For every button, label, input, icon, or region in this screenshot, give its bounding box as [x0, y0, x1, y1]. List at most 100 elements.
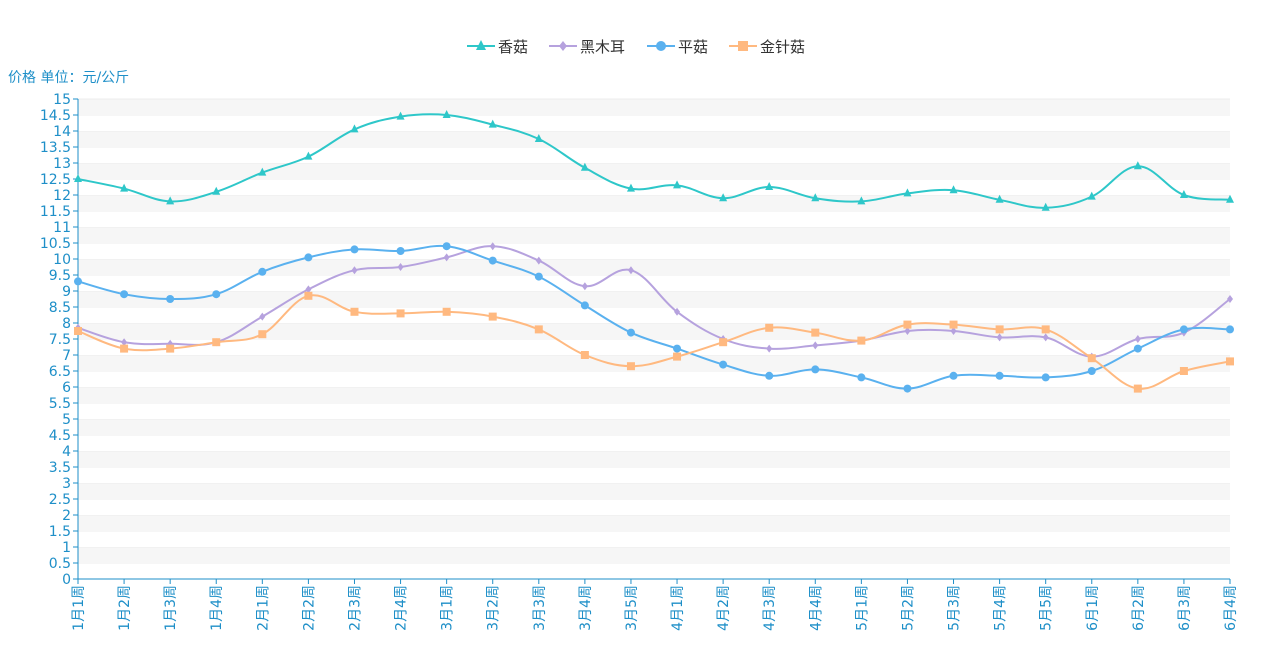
data-point[interactable]: [488, 119, 497, 128]
legend-item[interactable]: 香菇: [467, 38, 528, 56]
data-point[interactable]: [1179, 325, 1188, 334]
data-point[interactable]: [904, 327, 911, 335]
data-point[interactable]: [903, 188, 912, 197]
data-point[interactable]: [580, 162, 589, 171]
data-point[interactable]: [811, 328, 820, 337]
data-point[interactable]: [811, 365, 820, 374]
data-point[interactable]: [581, 282, 588, 291]
data-point[interactable]: [443, 253, 450, 262]
data-point[interactable]: [258, 330, 267, 339]
data-point[interactable]: [673, 344, 682, 353]
data-point[interactable]: [1227, 295, 1233, 303]
data-point[interactable]: [626, 362, 635, 371]
data-point[interactable]: [626, 183, 635, 192]
data-point[interactable]: [535, 256, 542, 265]
data-point[interactable]: [212, 338, 221, 347]
data-point[interactable]: [903, 384, 912, 393]
data-point[interactable]: [258, 267, 267, 276]
data-point[interactable]: [534, 325, 543, 334]
legend-item[interactable]: 平菇: [647, 38, 708, 56]
data-point[interactable]: [489, 242, 496, 251]
data-point[interactable]: [1041, 325, 1050, 334]
data-point[interactable]: [1179, 190, 1188, 198]
data-point[interactable]: [488, 312, 497, 321]
data-point[interactable]: [121, 338, 128, 347]
data-point[interactable]: [534, 134, 543, 142]
data-point[interactable]: [1042, 333, 1049, 342]
data-point[interactable]: [304, 151, 313, 160]
data-point[interactable]: [166, 344, 175, 353]
data-point[interactable]: [765, 323, 774, 332]
data-point[interactable]: [1226, 357, 1234, 366]
data-point[interactable]: [949, 185, 958, 194]
data-point[interactable]: [765, 371, 774, 380]
data-point[interactable]: [442, 242, 451, 251]
data-point[interactable]: [766, 344, 773, 353]
legend-item[interactable]: 黑木耳: [549, 38, 625, 56]
data-point[interactable]: [1087, 191, 1096, 200]
data-point[interactable]: [673, 352, 682, 361]
data-point[interactable]: [580, 301, 589, 310]
data-point[interactable]: [351, 266, 358, 275]
data-point[interactable]: [534, 272, 543, 281]
data-point[interactable]: [1179, 367, 1188, 375]
data-point[interactable]: [396, 309, 405, 318]
data-point[interactable]: [996, 333, 1003, 342]
data-point[interactable]: [1133, 161, 1142, 170]
data-point[interactable]: [1226, 325, 1234, 334]
data-point[interactable]: [812, 341, 819, 350]
data-point[interactable]: [1087, 354, 1096, 363]
data-point[interactable]: [857, 336, 866, 345]
data-point[interactable]: [719, 193, 728, 202]
data-point[interactable]: [903, 320, 912, 329]
data-point[interactable]: [74, 327, 82, 335]
data-point[interactable]: [995, 371, 1004, 380]
data-point[interactable]: [74, 174, 82, 182]
data-point[interactable]: [765, 182, 774, 190]
data-point[interactable]: [305, 285, 312, 294]
data-point[interactable]: [995, 194, 1004, 203]
data-point[interactable]: [74, 277, 82, 286]
data-point[interactable]: [350, 307, 359, 316]
data-point[interactable]: [811, 193, 820, 202]
data-point[interactable]: [1041, 373, 1050, 382]
data-point[interactable]: [1133, 384, 1142, 393]
data-point[interactable]: [674, 307, 681, 316]
data-point[interactable]: [1087, 367, 1096, 375]
data-point[interactable]: [488, 256, 497, 265]
data-point[interactable]: [120, 290, 129, 299]
data-point[interactable]: [857, 196, 866, 205]
data-point[interactable]: [627, 266, 634, 275]
data-point[interactable]: [396, 111, 405, 120]
data-point[interactable]: [626, 328, 635, 337]
data-point[interactable]: [719, 338, 728, 347]
data-point[interactable]: [120, 183, 129, 192]
data-point[interactable]: [396, 247, 405, 255]
data-point[interactable]: [442, 110, 451, 118]
data-point[interactable]: [949, 320, 958, 329]
data-point[interactable]: [166, 295, 175, 303]
data-point[interactable]: [259, 312, 266, 321]
data-point[interactable]: [995, 325, 1004, 334]
data-point[interactable]: [304, 291, 313, 300]
data-point[interactable]: [258, 167, 267, 176]
legend-item[interactable]: 金针菇: [729, 38, 805, 56]
data-point[interactable]: [1134, 335, 1141, 343]
data-point[interactable]: [949, 371, 958, 380]
data-point[interactable]: [120, 344, 129, 353]
data-point[interactable]: [350, 245, 359, 254]
data-point[interactable]: [397, 263, 404, 271]
data-point[interactable]: [350, 124, 359, 133]
data-point[interactable]: [304, 253, 313, 262]
data-point[interactable]: [166, 196, 175, 205]
data-point[interactable]: [1041, 202, 1050, 211]
data-point[interactable]: [580, 351, 589, 359]
data-point[interactable]: [673, 180, 682, 189]
data-point[interactable]: [1226, 194, 1234, 203]
legend[interactable]: 香菇 黑木耳 平菇 金针菇: [467, 38, 805, 56]
data-point[interactable]: [950, 327, 957, 335]
data-point[interactable]: [212, 186, 221, 195]
data-point[interactable]: [719, 360, 728, 369]
data-point[interactable]: [1133, 344, 1142, 353]
data-point[interactable]: [442, 307, 451, 316]
